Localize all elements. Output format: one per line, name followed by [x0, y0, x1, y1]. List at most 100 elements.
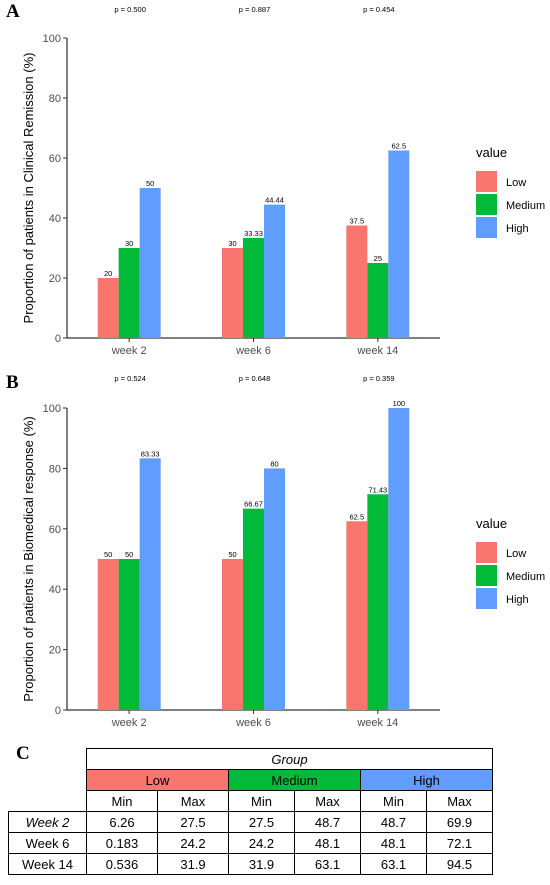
- legend-swatch-low: [476, 171, 497, 192]
- table-group-high: High: [360, 769, 493, 791]
- bar-low: [346, 521, 368, 710]
- bar-high: [388, 408, 410, 710]
- data-label: 50: [104, 550, 112, 559]
- table-cell: 6.26: [86, 811, 158, 833]
- bar-medium: [367, 263, 389, 338]
- x-tick-label: week 6: [235, 717, 271, 729]
- bar-medium: [118, 559, 140, 710]
- y-tick-label: 80: [49, 463, 61, 475]
- panel-letter-c: C: [16, 743, 30, 764]
- bar-low: [346, 225, 368, 338]
- panel-letter-a: A: [6, 1, 20, 22]
- table-cell: 63.1: [360, 853, 427, 875]
- table-row-label: Week 6: [8, 832, 87, 854]
- table-group-low: Low: [86, 769, 229, 791]
- x-tick-label: week 2: [111, 345, 147, 357]
- data-label: 33.33: [244, 229, 263, 238]
- chart-b: 0 20 40 60 80 100 Proportion of patients in Bi…: [21, 374, 545, 729]
- y-tick-label: 40: [49, 584, 61, 596]
- x-tick-label: week 6: [235, 345, 271, 357]
- table-cell: 31.9: [228, 853, 295, 875]
- table-subheader: Min: [86, 790, 158, 812]
- table-cell: 48.1: [360, 832, 427, 854]
- panel-letter-b: B: [6, 372, 19, 393]
- bar-low: [222, 559, 243, 710]
- bar-low: [222, 248, 243, 338]
- legend-label-low: Low: [506, 177, 526, 189]
- legend-swatch-high: [476, 217, 497, 238]
- data-label: 44.44: [265, 196, 284, 205]
- table-group-row: Low Medium High: [9, 769, 493, 791]
- data-label: 20: [104, 269, 112, 278]
- y-tick-label: 20: [49, 645, 61, 657]
- table-cell: 0.536: [86, 853, 158, 875]
- p-value-annotation: p = 0.887: [239, 5, 271, 14]
- legend-label-high: High: [506, 594, 529, 606]
- y-tick-label: 100: [43, 33, 61, 45]
- data-label: 83.33: [141, 449, 160, 458]
- table-corner: [9, 770, 87, 791]
- data-label: 62.5: [350, 512, 365, 521]
- y-axis-label: Proportion of patients in Clinical Remis…: [21, 53, 36, 324]
- chart-a: 0 20 40 60 80 100 Proportion of patients in Cl…: [21, 5, 545, 357]
- legend-swatch-medium: [476, 194, 497, 215]
- data-label: 62.5: [392, 142, 407, 151]
- table-cell: 24.2: [228, 832, 295, 854]
- data-label: 66.67: [244, 500, 263, 509]
- table-subheader: Max: [157, 790, 229, 812]
- x-tick-label: week 14: [356, 717, 398, 729]
- y-tick-label: 60: [49, 524, 61, 536]
- bar-high: [264, 468, 285, 710]
- table-cell: 31.9: [157, 853, 229, 875]
- legend-swatch-high: [476, 588, 497, 609]
- bar-high: [139, 458, 161, 710]
- bar-medium: [367, 494, 389, 710]
- table-row-label: Week 2: [8, 811, 87, 833]
- table-cell: 63.1: [294, 853, 361, 875]
- table-subheader: Max: [426, 790, 493, 812]
- legend-swatch-low: [476, 542, 497, 563]
- table-subheader: Max: [294, 790, 361, 812]
- legend-swatch-medium: [476, 565, 497, 586]
- data-label: 71.43: [368, 485, 387, 494]
- legend-label-high: High: [506, 223, 529, 235]
- table-subheader-row: Min Max Min Max Min Max: [9, 790, 493, 812]
- table-cell: 24.2: [157, 832, 229, 854]
- table-cell: 94.5: [426, 853, 493, 875]
- bar-high: [139, 188, 161, 338]
- legend-title: value: [476, 145, 507, 160]
- table-group-title: Group: [86, 748, 493, 770]
- legend-label-low: Low: [506, 548, 526, 560]
- p-value-annotation: p = 0.648: [239, 374, 271, 383]
- legend-label-medium: Medium: [506, 200, 545, 212]
- y-tick-label: 0: [55, 333, 61, 345]
- bar-medium: [243, 238, 264, 338]
- legend-title: value: [476, 516, 507, 531]
- data-label: 37.5: [350, 217, 365, 226]
- table-cell: 69.9: [426, 811, 493, 833]
- legend-label-medium: Medium: [506, 571, 545, 583]
- table-row: Week 14 0.536 31.9 31.9 63.1 63.1 94.5: [8, 853, 493, 875]
- bar-low: [97, 278, 119, 338]
- range-table: Group Low Medium High Min Max Min Max Mi…: [8, 748, 493, 875]
- table-subheader: Min: [228, 790, 295, 812]
- y-axis-label: Proportion of patients in Biomedical res…: [21, 416, 36, 701]
- table-row-label: Week 14: [8, 853, 87, 875]
- y-tick-label: 100: [43, 403, 61, 415]
- table-corner: [9, 791, 87, 812]
- p-value-annotation: p = 0.359: [363, 374, 395, 383]
- data-label: 30: [228, 239, 236, 248]
- table-group-medium: Medium: [228, 769, 361, 791]
- p-value-annotation: p = 0.524: [114, 374, 146, 383]
- x-tick-label: week 14: [356, 345, 398, 357]
- data-label: 25: [374, 254, 382, 263]
- table-row: Week 2 6.26 27.5 27.5 48.7 48.7 69.9: [8, 811, 493, 833]
- x-tick-label: week 2: [111, 717, 147, 729]
- p-value-annotation: p = 0.500: [114, 5, 146, 14]
- table-cell: 48.1: [294, 832, 361, 854]
- y-tick-label: 40: [49, 213, 61, 225]
- data-label: 30: [125, 239, 133, 248]
- table-subheader: Min: [360, 790, 427, 812]
- p-value-annotation: p = 0.454: [363, 5, 395, 14]
- bar-high: [264, 204, 285, 338]
